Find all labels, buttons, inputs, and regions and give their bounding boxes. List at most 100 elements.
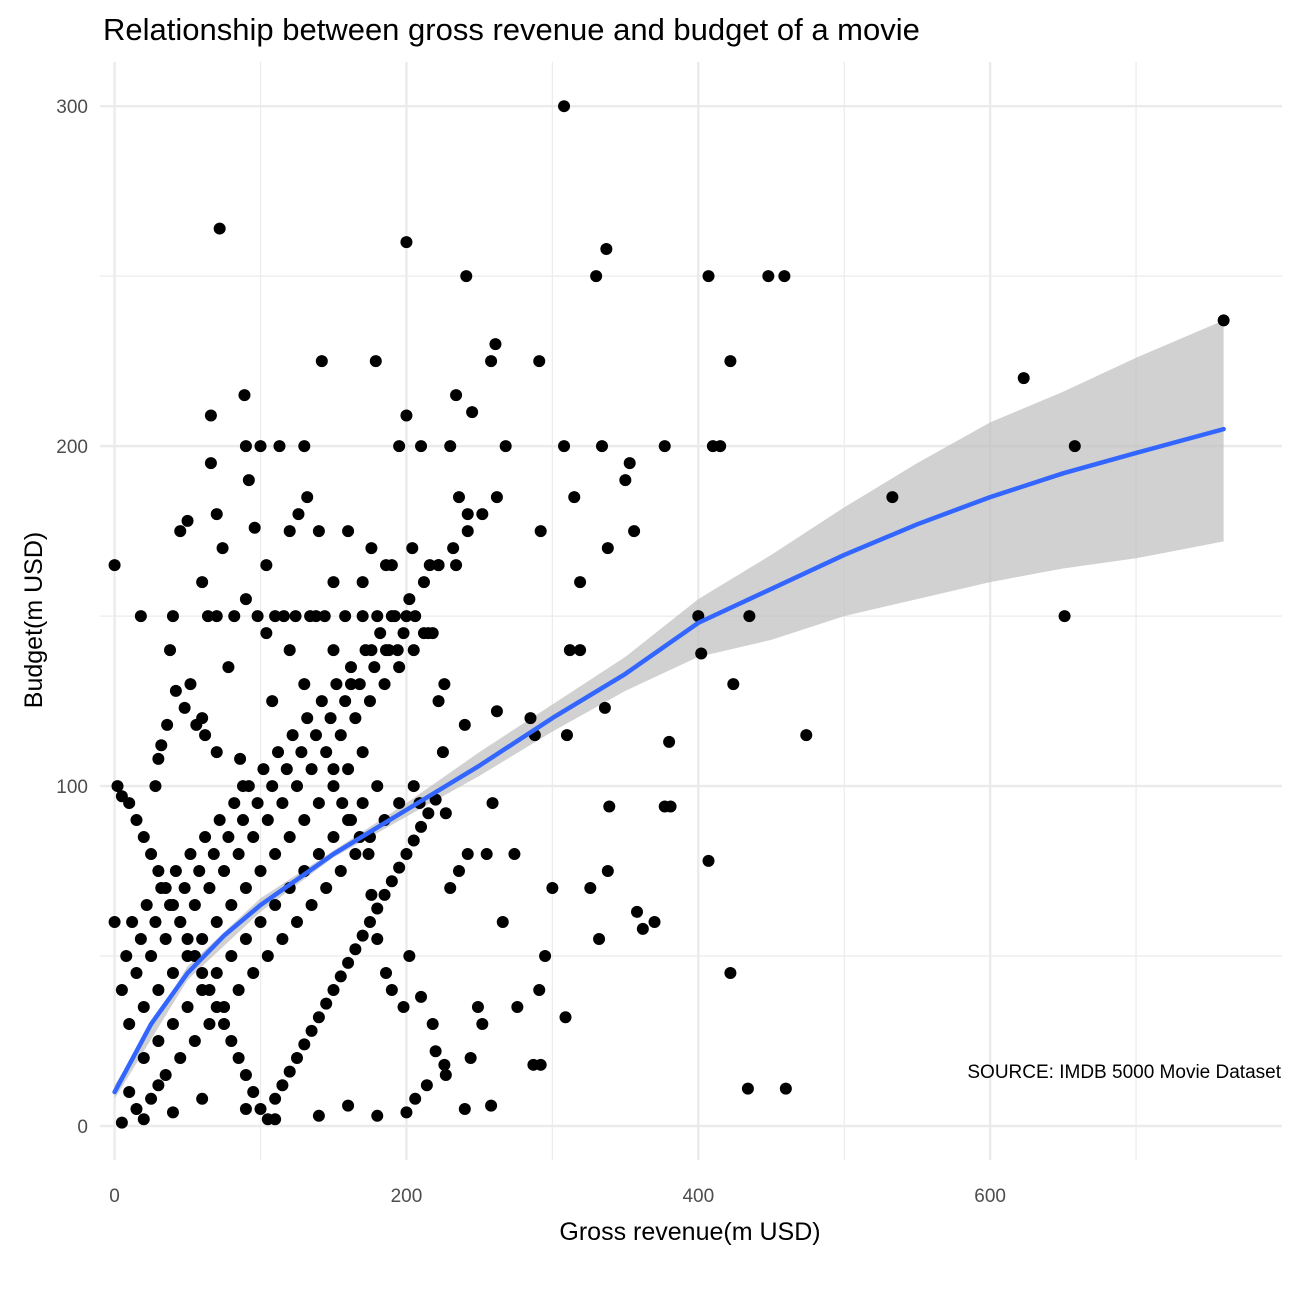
data-point (371, 1109, 384, 1122)
data-point (166, 1106, 179, 1119)
data-point (356, 797, 369, 810)
data-point (407, 834, 420, 847)
data-point (123, 1018, 136, 1031)
data-point (444, 882, 457, 895)
data-point (438, 1058, 451, 1071)
data-point (291, 916, 303, 929)
data-point (371, 610, 384, 623)
data-point (225, 899, 238, 912)
data-point (210, 967, 223, 980)
data-point (1217, 314, 1230, 327)
data-point (356, 746, 369, 759)
data-point (778, 270, 791, 283)
data-point (695, 647, 708, 660)
data-point (374, 627, 387, 640)
x-tick-label: 600 (974, 1186, 1006, 1207)
confidence-band-area (114, 320, 1224, 1099)
confidence-band (114, 320, 1224, 1099)
data-point (203, 984, 216, 997)
data-point (486, 797, 499, 810)
data-point (560, 729, 573, 742)
data-point (490, 705, 503, 718)
data-point (184, 678, 197, 691)
data-point (266, 695, 279, 708)
data-point (149, 780, 162, 793)
data-point (178, 701, 191, 714)
data-point (137, 831, 150, 844)
data-point (349, 712, 362, 725)
data-point (800, 729, 813, 742)
tick-labels: 0 200 400 600 0 100 200 300 (56, 97, 1006, 1207)
data-point (309, 610, 322, 623)
data-point (232, 984, 245, 997)
data-point (155, 739, 168, 752)
data-point (272, 746, 285, 759)
data-point (298, 1038, 311, 1051)
data-point (458, 1103, 471, 1116)
data-point (196, 576, 209, 589)
data-point (327, 576, 340, 589)
data-point (237, 814, 250, 827)
data-point (363, 916, 376, 929)
data-point (228, 797, 241, 810)
data-point (432, 559, 445, 572)
x-tick-label: 0 (109, 1186, 120, 1207)
data-point (393, 861, 406, 874)
data-point (178, 882, 191, 895)
data-point (213, 814, 226, 827)
data-point (301, 491, 314, 504)
data-point (327, 763, 340, 776)
data-point (237, 780, 250, 793)
data-point (291, 1052, 303, 1065)
data-point (210, 508, 223, 521)
data-point (324, 712, 337, 725)
data-point (152, 865, 165, 878)
data-point (380, 644, 393, 657)
data-point (238, 389, 251, 402)
data-point (161, 718, 174, 731)
data-point (558, 440, 571, 453)
data-point (210, 916, 223, 929)
data-point (485, 355, 498, 368)
data-point (339, 695, 352, 708)
data-point (400, 236, 413, 249)
data-point (137, 1113, 150, 1126)
data-point (702, 270, 715, 283)
data-point (403, 950, 416, 963)
data-point (485, 1099, 498, 1112)
data-point (166, 899, 179, 912)
data-point (393, 661, 406, 674)
data-point (115, 984, 128, 997)
data-point (283, 1065, 296, 1078)
data-point (123, 1086, 136, 1099)
x-axis-title: Gross revenue(m USD) (559, 1218, 820, 1246)
data-point (344, 661, 357, 674)
data-point (452, 491, 465, 504)
data-point (260, 559, 273, 572)
data-point (292, 508, 305, 521)
data-point (232, 1052, 245, 1065)
data-point (222, 831, 235, 844)
data-point (318, 610, 331, 623)
data-point (134, 610, 147, 623)
data-point (400, 1106, 413, 1119)
data-point (305, 899, 318, 912)
data-point (371, 780, 384, 793)
data-point (508, 848, 521, 861)
data-point (330, 678, 343, 691)
data-point (432, 695, 445, 708)
data-point (126, 916, 139, 929)
data-point (407, 780, 420, 793)
data-point (239, 440, 252, 453)
data-point (273, 440, 286, 453)
data-point (439, 1069, 452, 1082)
data-point (349, 848, 362, 861)
data-point (312, 848, 325, 861)
data-point (225, 1035, 238, 1048)
data-point (152, 1079, 165, 1092)
data-point (134, 933, 147, 946)
data-point (130, 967, 143, 980)
data-point (393, 440, 406, 453)
data-point (225, 950, 238, 963)
data-point (546, 882, 559, 895)
